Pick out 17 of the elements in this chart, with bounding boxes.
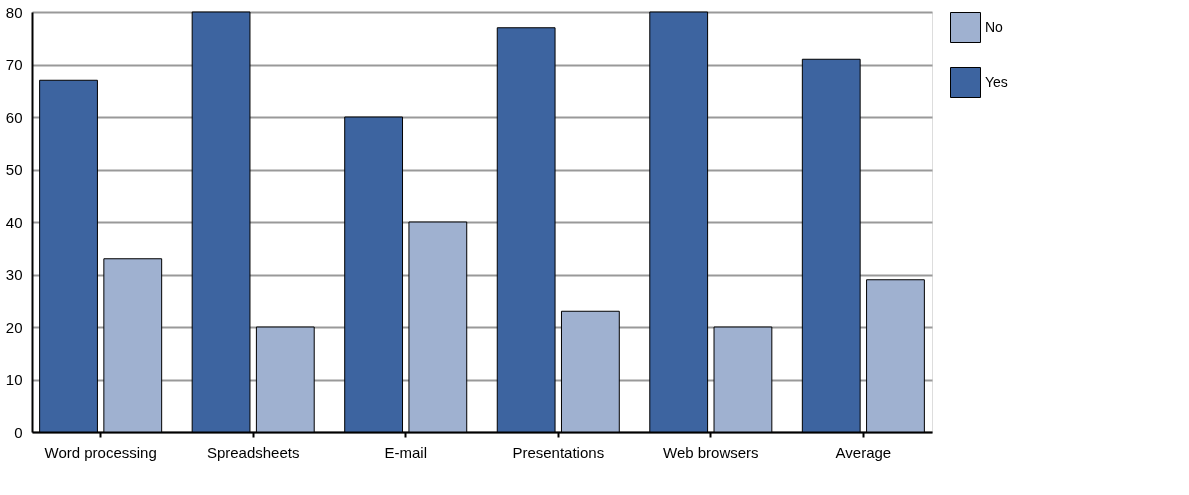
y-tick-label: 30 bbox=[5, 266, 23, 283]
x-tick-label: E-mail bbox=[384, 443, 427, 461]
x-tick-label: Word processing bbox=[44, 443, 157, 461]
legend-label: No bbox=[985, 18, 1004, 35]
y-tick-label: 20 bbox=[5, 318, 23, 336]
y-tick-label: 0 bbox=[14, 423, 23, 441]
x-tick-label: Average bbox=[835, 443, 892, 461]
y-tick-label: 10 bbox=[5, 371, 23, 388]
legend-label: Yes bbox=[985, 73, 1008, 90]
y-tick-label: 40 bbox=[5, 213, 23, 231]
x-tick-label: Spreadsheets bbox=[206, 443, 300, 461]
y-tick-label: 80 bbox=[5, 3, 23, 21]
y-tick-label: 60 bbox=[5, 108, 23, 126]
y-tick-label: 70 bbox=[5, 56, 23, 73]
x-tick-label: Web browsers bbox=[663, 443, 759, 461]
y-tick-label: 50 bbox=[5, 161, 23, 178]
x-tick-label: Presentations bbox=[512, 443, 605, 461]
